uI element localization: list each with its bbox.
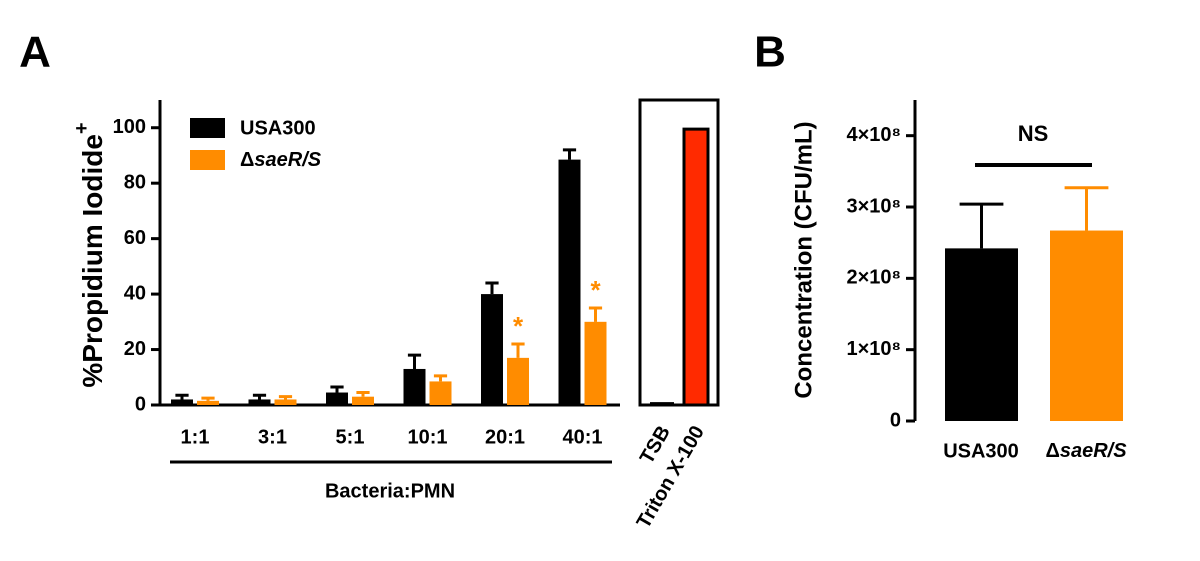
y-tick-label: 0: [890, 409, 901, 431]
legend-label: USA300: [240, 117, 316, 139]
x-tick-label: 1:1: [181, 426, 210, 448]
significance: *: [590, 275, 601, 305]
x-axis-label: Bacteria:PMN: [325, 480, 455, 502]
y-tick-label: 80: [124, 171, 146, 193]
bar: [326, 392, 348, 405]
y-axis-label: Concentration (CFU/mL): [790, 121, 817, 398]
panel-label: A: [19, 28, 51, 77]
error-bar: [511, 342, 525, 358]
y-tick-label: 3×10⁸: [846, 195, 901, 217]
x-tick-label: 3:1: [258, 426, 287, 448]
x-tick-label: USA300: [943, 440, 1019, 462]
y-axis-label: %Propidium Iodide+: [71, 122, 108, 387]
panel-label: B: [754, 28, 786, 77]
bar: [1050, 230, 1123, 421]
x-tick-label: ΔsaeR/S: [1045, 440, 1127, 462]
y-tick-label: 4×10⁸: [846, 124, 901, 146]
x-tick-label: 5:1: [336, 426, 365, 448]
bar: [584, 321, 607, 405]
error-bar: [1064, 186, 1109, 231]
bar: [650, 402, 674, 406]
legend-swatch: [190, 150, 225, 170]
legend-swatch: [190, 118, 225, 138]
bar: [429, 381, 452, 405]
significance: *: [513, 311, 524, 341]
bar: [197, 400, 219, 405]
x-tick-label: 10:1: [407, 426, 447, 448]
y-tick-label: 40: [124, 282, 146, 304]
bar: [507, 357, 529, 405]
y-label-sup: +: [71, 122, 93, 134]
y-tick-label: 1×10⁸: [846, 338, 901, 360]
error-bar: [433, 374, 448, 382]
y-tick-label: 100: [113, 116, 146, 138]
bar: [403, 368, 426, 405]
axis: [158, 100, 620, 407]
bar: [352, 396, 374, 405]
error-bar: [588, 306, 603, 322]
bar: [274, 399, 297, 405]
bar: [481, 294, 503, 405]
x-tick-label: 40:1: [562, 426, 602, 448]
y-tick-label: 2×10⁸: [846, 267, 901, 289]
error-bar: [278, 395, 293, 400]
y-tick-label: 60: [124, 227, 146, 249]
error-bar: [959, 202, 1004, 249]
error-bar: [330, 385, 344, 393]
x-tick-label: 20:1: [485, 426, 525, 448]
bar: [558, 159, 581, 405]
y-tick-label: 0: [135, 393, 146, 415]
error-bar: [562, 148, 577, 160]
error-bar: [201, 396, 215, 401]
bar: [682, 127, 710, 407]
error-bar: [407, 353, 422, 369]
bar: [171, 399, 193, 405]
error-bar: [252, 393, 267, 400]
error-bar: [356, 391, 370, 397]
bar: [248, 399, 271, 405]
axis-box: [638, 98, 720, 407]
annotation: NS: [1018, 121, 1049, 146]
legend-label: ΔsaeR/S: [240, 149, 322, 171]
bar: [945, 248, 1018, 421]
y-label-text: %Propidium Iodide: [77, 134, 108, 388]
y-tick-label: 20: [124, 338, 146, 360]
error-bar: [175, 393, 189, 400]
error-bar: [485, 281, 499, 295]
